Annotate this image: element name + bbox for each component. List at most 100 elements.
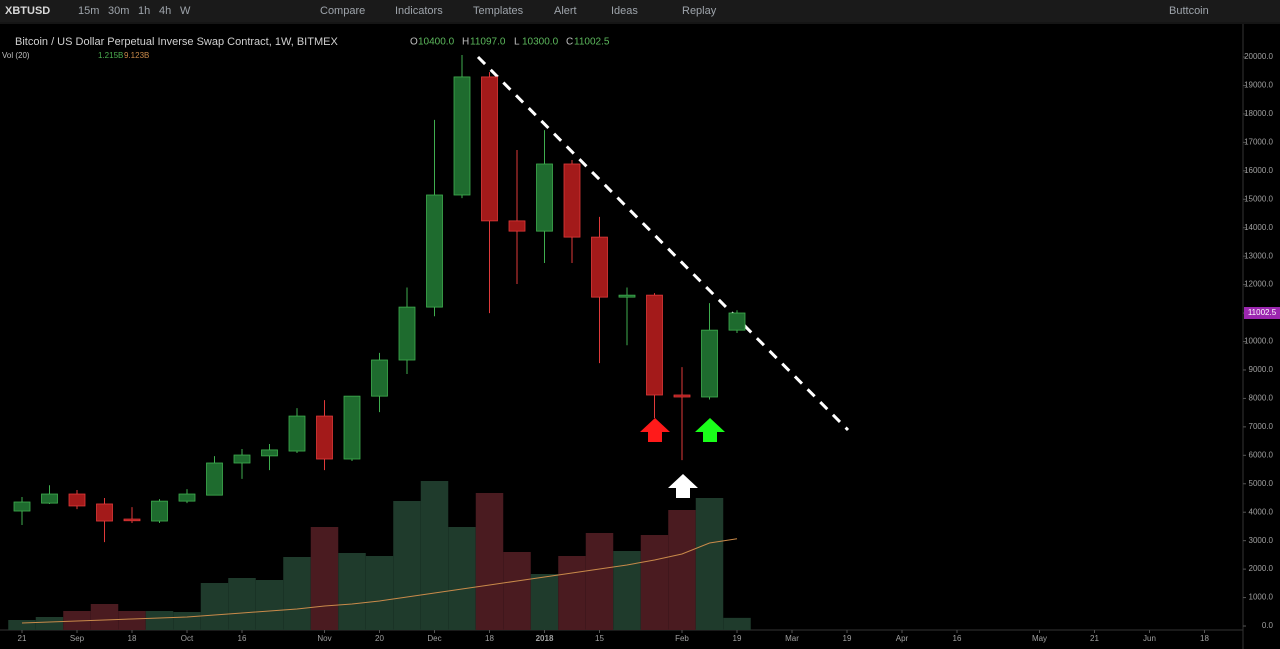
y-tick-label: 20000.0: [1244, 52, 1273, 61]
volume-ma-line: [21, 538, 738, 624]
y-tick-label: 0.0: [1262, 621, 1274, 630]
x-tick-label: 21: [18, 634, 27, 643]
ohlc-value: 11002.5: [574, 37, 610, 48]
account[interactable]: Buttcoin: [1169, 5, 1209, 17]
toolbar: [0, 0, 1280, 22]
x-tick-label: 19: [733, 634, 742, 643]
candle-body: [261, 449, 278, 457]
candle-body: [233, 454, 251, 464]
toolbar-button[interactable]: Indicators: [395, 5, 443, 17]
candle-body: [481, 76, 498, 222]
y-tick-label: 17000.0: [1244, 137, 1273, 146]
volume-bar: [90, 604, 119, 630]
volume-bar: [310, 527, 339, 630]
volume-bar: [448, 527, 476, 630]
interval-button[interactable]: 15m: [78, 5, 99, 17]
symbol[interactable]: XBTUSD: [5, 5, 50, 17]
candle-body: [316, 415, 333, 460]
x-tick-label: 18: [485, 634, 494, 643]
x-tick-label: Oct: [181, 634, 194, 643]
interval-button[interactable]: 4h: [159, 5, 171, 17]
x-tick-label: Apr: [896, 634, 909, 643]
interval-button[interactable]: 1h: [138, 5, 150, 17]
volume-bar: [365, 556, 394, 630]
candle-body: [728, 312, 746, 331]
candle-body: [96, 503, 113, 522]
y-tick-label: 3000.0: [1249, 536, 1274, 545]
x-tick-label: Nov: [317, 634, 331, 643]
y-tick-label: 19000.0: [1244, 81, 1273, 90]
volume-bar: [530, 574, 559, 630]
candle-body: [206, 462, 223, 496]
ohlc-name: L: [514, 37, 520, 48]
volume-bar: [475, 493, 504, 630]
interval-button[interactable]: 30m: [108, 5, 129, 17]
candle-body: [673, 394, 691, 398]
candle-body: [426, 194, 443, 308]
volume-bar: [420, 481, 449, 630]
y-tick-label: 16000.0: [1244, 166, 1273, 175]
candle-body: [398, 306, 416, 361]
candle-body: [646, 294, 663, 396]
ohlc-name: H: [462, 37, 469, 48]
last-price-box: [1244, 306, 1280, 319]
x-tick-label: 18: [1200, 634, 1209, 643]
y-tick-label: 10000.0: [1244, 337, 1273, 346]
volume-bar: [255, 580, 284, 630]
interval-button[interactable]: W: [180, 5, 191, 17]
volume-bar: [35, 617, 64, 630]
candle-body: [371, 359, 388, 397]
volume-bar: [668, 510, 696, 630]
candle-body: [151, 500, 168, 522]
candle-body: [453, 76, 471, 196]
x-tick-label: 21: [1090, 634, 1099, 643]
toolbar-button[interactable]: Compare: [320, 5, 365, 17]
candle-body: [618, 294, 636, 298]
volume-bar: [393, 501, 421, 630]
candle-body: [178, 493, 196, 502]
toolbar-button[interactable]: Alert: [554, 5, 577, 17]
x-tick-label: 15: [595, 634, 604, 643]
green-arrow: [695, 418, 725, 442]
volume-bar: [173, 612, 201, 630]
y-tick-label: 7000.0: [1249, 422, 1274, 431]
candle-body: [288, 415, 306, 452]
x-tick-label: 19: [843, 634, 852, 643]
candle-body: [343, 395, 361, 460]
volume-bar: [283, 557, 311, 630]
y-tick-label: 9000.0: [1249, 365, 1274, 374]
toolbar-button[interactable]: Replay: [682, 5, 717, 17]
x-tick-label: Sep: [70, 634, 85, 643]
volume-ma-value: 9.123B: [124, 51, 149, 60]
x-tick-label: 2018: [536, 634, 554, 643]
y-tick-label: 4000.0: [1249, 507, 1274, 516]
y-tick-label: 12000.0: [1244, 280, 1273, 289]
volume-bar: [558, 556, 586, 630]
x-tick-label: Feb: [675, 634, 689, 643]
y-tick-label: 5000.0: [1249, 479, 1274, 488]
volume-bar: [503, 552, 531, 630]
candle-body: [536, 163, 553, 232]
volume-bar: [723, 617, 751, 630]
toolbar-button[interactable]: Ideas: [611, 5, 638, 17]
ohlc-value: 10400.0: [418, 37, 455, 48]
candle-body: [701, 329, 718, 398]
y-tick-label: 15000.0: [1244, 194, 1273, 203]
candle-body: [13, 501, 31, 512]
volume-bar: [145, 611, 174, 630]
red-arrow: [640, 418, 670, 442]
y-tick-label: 13000.0: [1244, 251, 1273, 260]
y-tick-label: 8000.0: [1249, 394, 1274, 403]
ohlc-value: 10300.0: [522, 37, 559, 48]
x-tick-label: 20: [375, 634, 384, 643]
candle-body: [41, 493, 58, 504]
white-arrow: [668, 474, 698, 498]
toolbar-button[interactable]: Templates: [473, 5, 524, 17]
volume-value: 1.215B: [98, 51, 123, 60]
y-tick-label: 1000.0: [1249, 593, 1274, 602]
candle-body: [68, 493, 86, 507]
trend-line: [476, 55, 850, 432]
